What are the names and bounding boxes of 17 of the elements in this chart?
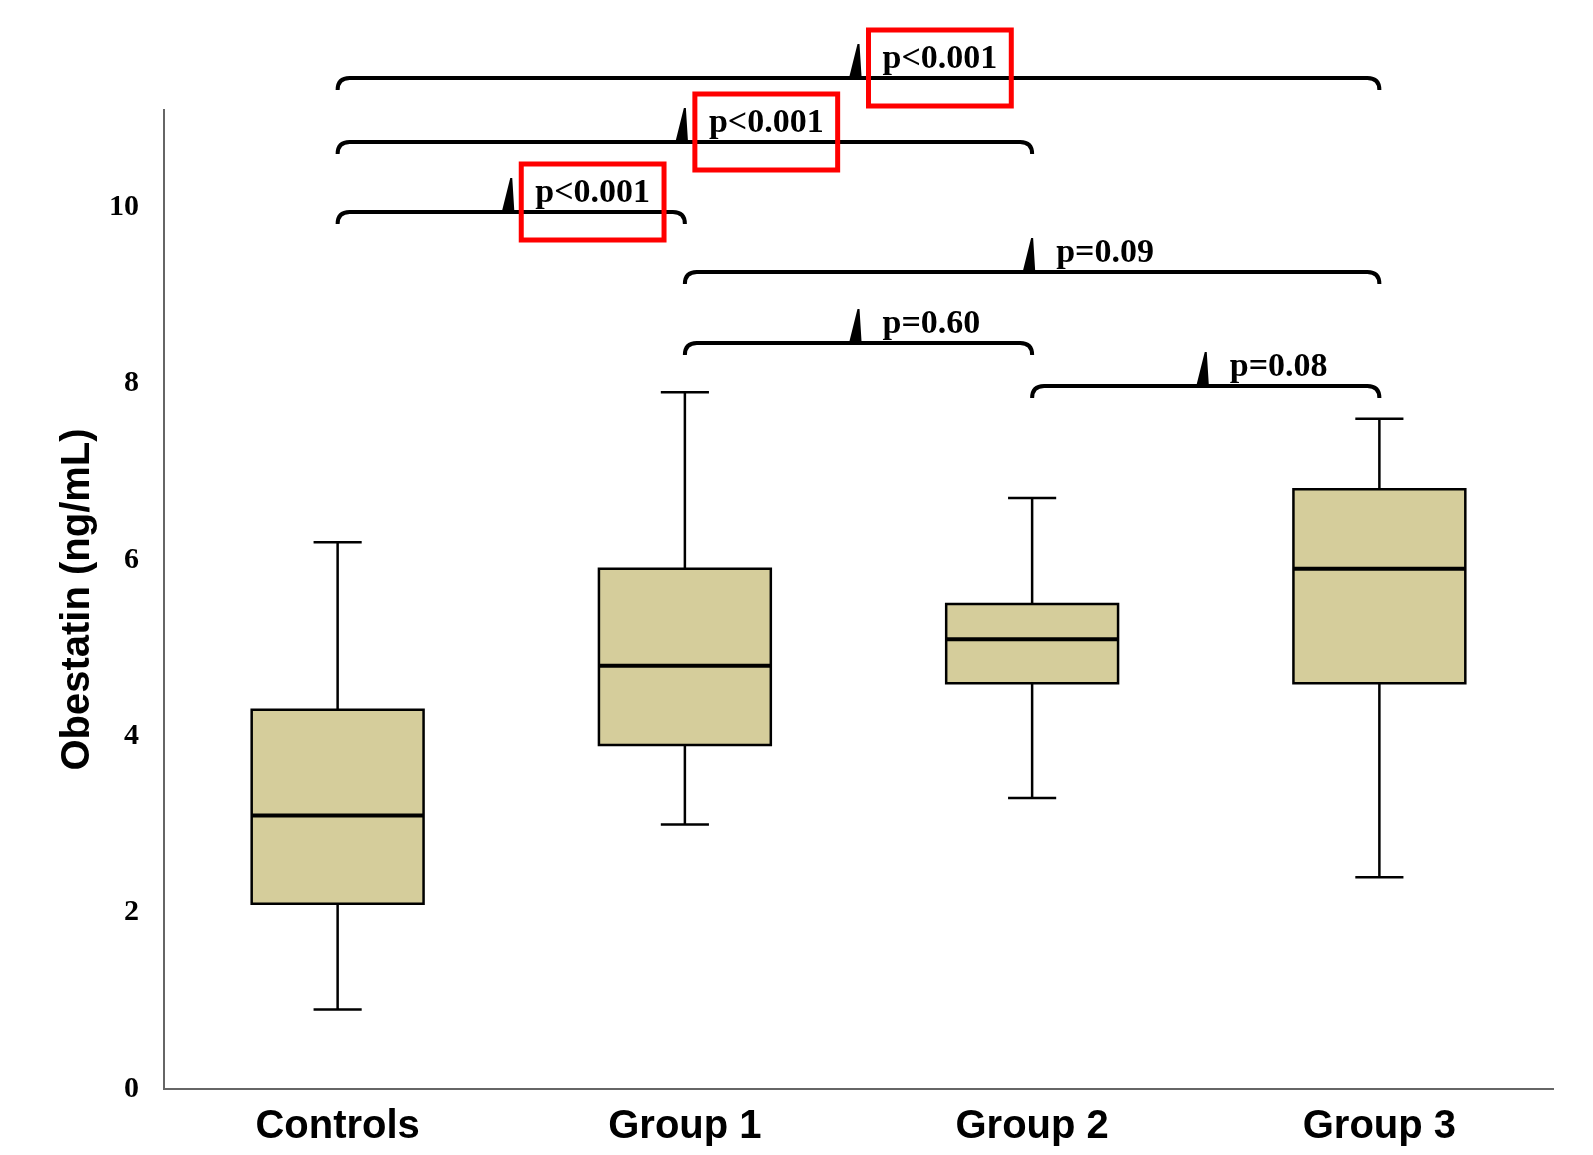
y-axis-title: Obestatin (ng/mL)	[53, 428, 98, 771]
y-tick-label: 8	[124, 364, 139, 398]
y-tick-label: 0	[124, 1069, 139, 1103]
y-tick-label: 6	[124, 540, 139, 574]
annotation: p=0.09	[1056, 232, 1154, 269]
y-tick-label: 2	[124, 893, 139, 927]
x-tick-label: Group 1	[608, 1102, 762, 1147]
x-tick-label: Controls	[255, 1102, 420, 1147]
annotation: p<0.001	[535, 172, 651, 209]
x-tick-label: Group 3	[1302, 1102, 1457, 1147]
annotation: p=0.60	[882, 303, 981, 340]
annotation: p<0.001	[708, 102, 824, 139]
x-tick-label: Group 2	[955, 1102, 1109, 1147]
y-tick-label: 10	[109, 187, 139, 221]
y-tick-label: 4	[124, 716, 139, 750]
annotation: p=0.08	[1229, 346, 1328, 383]
text: p<0.001	[882, 38, 998, 75]
